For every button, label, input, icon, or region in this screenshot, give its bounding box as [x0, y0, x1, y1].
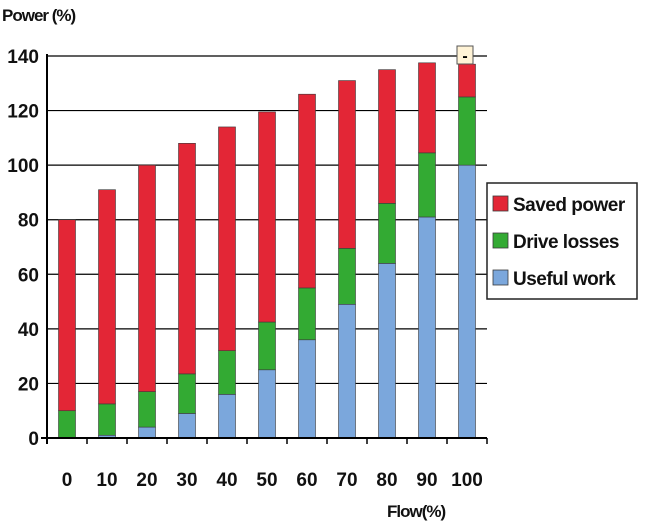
legend-swatch-drive-losses [492, 232, 509, 249]
y-tick-label: 80 [18, 211, 39, 232]
bar-segment-drive-losses [58, 410, 76, 439]
bar-segment-saved-power [98, 189, 116, 405]
bar-segment-useful-work [258, 369, 276, 439]
bar-segment-saved-power [258, 111, 276, 323]
bar-segment-drive-losses [418, 152, 436, 218]
x-tick-label: 50 [256, 470, 277, 491]
y-tick-label: 20 [18, 374, 39, 395]
bar-segment-drive-losses [298, 287, 316, 341]
legend-swatch-saved-power [492, 195, 509, 212]
y-tick-label: 60 [18, 265, 39, 286]
x-axis-ticks: 0 10 20 30 40 50 60 70 80 90 100 [62, 438, 488, 491]
bar-segment-drive-losses [138, 391, 156, 428]
bar-segment-useful-work [218, 394, 236, 439]
bar-segment-saved-power [178, 143, 196, 375]
bar-segment-saved-power [458, 63, 476, 98]
bar-segment-drive-losses [218, 350, 236, 395]
bar-segment-saved-power [418, 62, 436, 154]
x-tick-label: 80 [376, 470, 397, 491]
bar-segment-useful-work [178, 413, 196, 439]
y-tick-label: 120 [7, 102, 39, 123]
x-tick-label: 20 [136, 470, 157, 491]
bar-segment-saved-power [218, 126, 236, 351]
y-axis-ticks: 0 20 40 60 80 100 120 140 [7, 47, 39, 450]
bars [58, 62, 476, 439]
bar-segment-drive-losses [178, 373, 196, 414]
x-tick-label: 40 [216, 470, 237, 491]
x-tick-label: 90 [416, 470, 437, 491]
legend-label-saved-power: Saved power [513, 195, 626, 216]
x-tick-label: 0 [62, 470, 73, 491]
corner-badge[interactable]: - [456, 45, 474, 65]
bar-segment-saved-power [378, 69, 396, 204]
bar-segment-useful-work [458, 164, 476, 439]
y-tick-label: 140 [7, 47, 39, 68]
bar-segment-useful-work [138, 426, 156, 439]
bar-segment-useful-work [378, 263, 396, 439]
y-tick-label: 100 [7, 156, 39, 177]
y-axis-title: Power (%) [2, 6, 76, 25]
bar-segment-saved-power [338, 80, 356, 249]
bar-segment-drive-losses [258, 321, 276, 371]
legend-box [486, 182, 638, 300]
x-tick-label: 100 [451, 470, 483, 491]
bar-segment-drive-losses [378, 203, 396, 264]
x-tick-label: 60 [296, 470, 317, 491]
legend: Saved power Drive losses Useful work [486, 182, 638, 300]
x-tick-label: 30 [176, 470, 197, 491]
bar-segment-drive-losses [458, 96, 476, 166]
bar-segment-drive-losses [98, 403, 116, 436]
x-tick-label: 70 [336, 470, 357, 491]
y-tick-label: 0 [28, 429, 39, 450]
y-tick-label: 40 [18, 320, 39, 341]
x-axis-title: Flow(%) [387, 502, 445, 521]
legend-label-drive-losses: Drive losses [513, 232, 619, 253]
corner-badge-box [456, 45, 474, 65]
bar-segment-saved-power [138, 164, 156, 392]
x-tick-label: 10 [96, 470, 117, 491]
legend-swatch-useful-work [492, 269, 509, 286]
legend-label-useful-work: Useful work [513, 269, 616, 290]
bar-segment-drive-losses [338, 248, 356, 305]
bar-segment-saved-power [58, 219, 76, 412]
bar-segment-useful-work [338, 303, 356, 439]
bar-segment-useful-work [298, 339, 316, 439]
bar-segment-useful-work [418, 216, 436, 439]
bar-segment-saved-power [298, 93, 316, 289]
corner-badge-label: - [462, 48, 467, 65]
